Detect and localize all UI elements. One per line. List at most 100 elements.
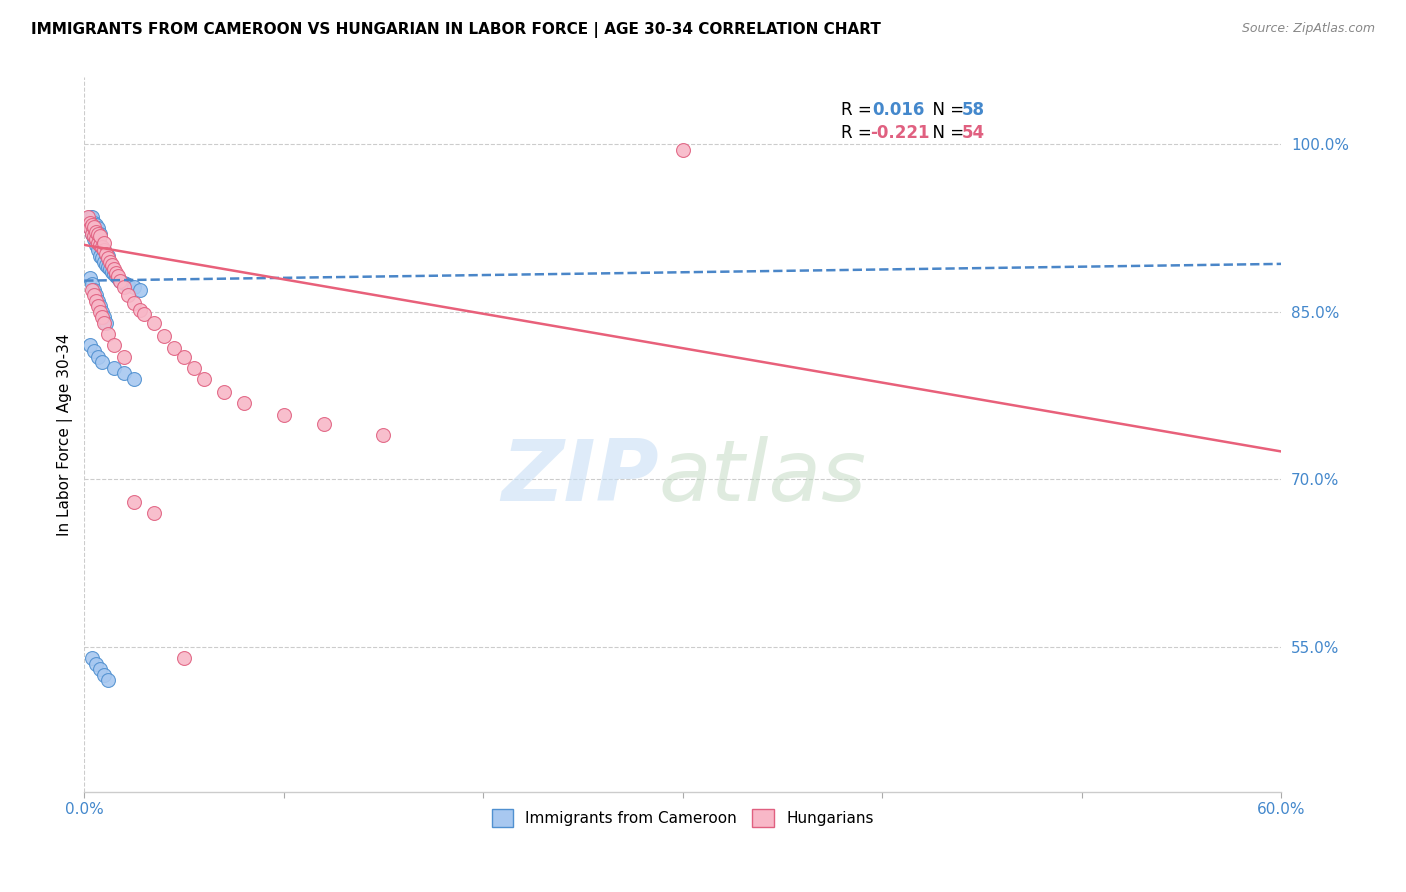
Point	[122, 296, 145, 310]
Point	[83, 288, 105, 302]
Point	[97, 673, 120, 688]
Point	[84, 218, 107, 232]
Point	[87, 299, 110, 313]
Point	[134, 307, 156, 321]
Point	[96, 247, 118, 261]
Point	[93, 310, 115, 325]
Legend: Immigrants from Cameroon, Hungarians: Immigrants from Cameroon, Hungarians	[484, 801, 882, 834]
Text: 58: 58	[962, 101, 984, 119]
Point	[105, 269, 128, 284]
Point	[89, 249, 111, 263]
Point	[91, 310, 114, 325]
Point	[112, 366, 135, 380]
Point	[173, 350, 195, 364]
Point	[112, 276, 135, 290]
Point	[89, 238, 111, 252]
Point	[89, 238, 111, 252]
Point	[103, 262, 125, 277]
Point	[91, 252, 114, 266]
Point	[89, 227, 111, 241]
Point	[82, 283, 104, 297]
Point	[212, 385, 235, 400]
Point	[112, 350, 135, 364]
Point	[143, 316, 166, 330]
Point	[83, 343, 105, 358]
Point	[122, 372, 145, 386]
Point	[129, 302, 152, 317]
Y-axis label: In Labor Force | Age 30-34: In Labor Force | Age 30-34	[58, 334, 73, 536]
Point	[107, 269, 129, 284]
Point	[129, 283, 152, 297]
Point	[173, 651, 195, 665]
Point	[97, 249, 120, 263]
Text: IMMIGRANTS FROM CAMEROON VS HUNGARIAN IN LABOR FORCE | AGE 30-34 CORRELATION CHA: IMMIGRANTS FROM CAMEROON VS HUNGARIAN IN…	[31, 22, 880, 38]
Text: 54: 54	[962, 124, 984, 142]
Point	[84, 657, 107, 671]
Text: Source: ZipAtlas.com: Source: ZipAtlas.com	[1241, 22, 1375, 36]
Point	[97, 327, 120, 342]
Point	[97, 252, 120, 266]
Point	[101, 258, 124, 272]
Point	[82, 218, 104, 232]
Point	[82, 218, 104, 232]
Point	[87, 293, 110, 308]
Point	[84, 238, 107, 252]
Point	[93, 244, 115, 258]
Text: R =: R =	[841, 124, 877, 142]
Point	[98, 262, 121, 277]
Point	[84, 288, 107, 302]
Point	[112, 280, 135, 294]
Point	[77, 210, 100, 224]
Point	[98, 254, 121, 268]
Point	[87, 235, 110, 250]
Point	[96, 258, 118, 272]
Point	[83, 232, 105, 246]
Point	[82, 277, 104, 291]
Point	[312, 417, 335, 431]
Point	[87, 232, 110, 246]
Point	[122, 494, 145, 508]
Point	[672, 143, 695, 157]
Point	[79, 216, 101, 230]
Point	[97, 260, 120, 275]
Point	[273, 408, 295, 422]
Point	[143, 506, 166, 520]
Point	[89, 299, 111, 313]
Point	[79, 221, 101, 235]
Point	[103, 360, 125, 375]
Point	[87, 244, 110, 258]
Point	[193, 372, 215, 386]
Point	[83, 220, 105, 235]
Point	[93, 667, 115, 681]
Point	[84, 232, 107, 246]
Point	[87, 227, 110, 241]
Point	[84, 293, 107, 308]
Point	[84, 229, 107, 244]
Point	[122, 280, 145, 294]
Point	[232, 396, 254, 410]
Point	[89, 229, 111, 244]
Point	[79, 210, 101, 224]
Text: 0.016: 0.016	[872, 101, 924, 119]
Point	[87, 350, 110, 364]
Point	[91, 240, 114, 254]
Point	[82, 227, 104, 241]
Point	[107, 271, 129, 285]
Text: -0.221: -0.221	[870, 124, 931, 142]
Point	[91, 355, 114, 369]
Point	[79, 271, 101, 285]
Point	[83, 216, 105, 230]
Point	[108, 274, 131, 288]
Point	[79, 221, 101, 235]
Point	[115, 277, 138, 291]
Point	[93, 316, 115, 330]
Point	[101, 265, 124, 279]
Text: ZIP: ZIP	[501, 436, 659, 519]
Point	[183, 360, 205, 375]
Point	[91, 305, 114, 319]
Point	[83, 225, 105, 239]
Point	[83, 283, 105, 297]
Point	[89, 305, 111, 319]
Point	[96, 316, 118, 330]
Point	[373, 427, 395, 442]
